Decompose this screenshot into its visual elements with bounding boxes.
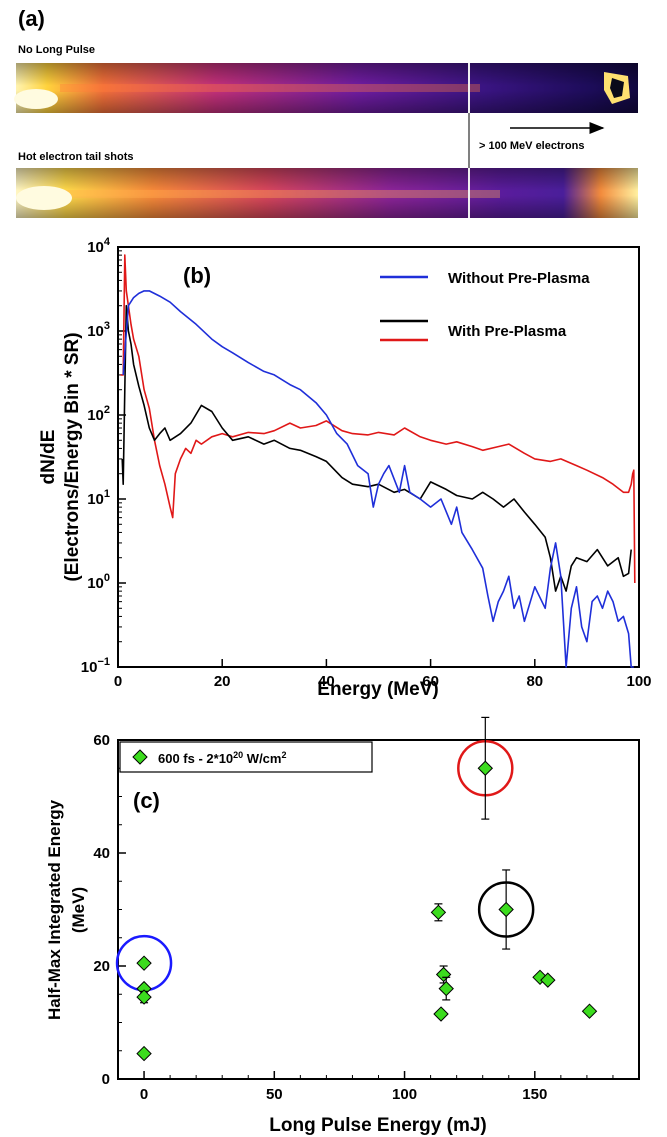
half-max-energy-chart: 0 50 100 150 0 20 40 60 600 fs - 2*1020 W/cm2 (…: [45, 716, 640, 1136]
y-tick-label-b: 10−1: [81, 656, 110, 676]
y-tick-label-b: 100: [87, 572, 110, 592]
legend-marker-c: [132, 749, 148, 765]
data-point: [540, 972, 556, 988]
x-tick-label-c: 0: [140, 1086, 148, 1103]
data-point: [136, 955, 152, 971]
y-axis-title-b-line1: dN/dE: [38, 430, 59, 485]
y-tick-label-c: 20: [93, 958, 110, 975]
data-point: [136, 989, 152, 1005]
y-tick-label-c: 40: [93, 845, 110, 862]
plot-frame-b: [117, 246, 640, 668]
y-tick-label-b: 102: [87, 404, 110, 424]
legend-label-c: 600 fs - 2*1020 W/cm2: [158, 750, 287, 766]
data-point: [581, 1003, 598, 1019]
x-axis-title-b: Energy (MeV): [317, 679, 438, 700]
y-tick-label-b: 104: [87, 236, 111, 256]
series-line-with-pre-plasma-black: [121, 304, 632, 592]
y-tick-label-c: 0: [102, 1071, 110, 1088]
panel-a-label: (a): [18, 6, 45, 31]
data-point: [435, 966, 452, 983]
x-tick-label-b: 100: [626, 673, 651, 690]
y-tick-label-b: 101: [87, 488, 110, 508]
y-axis-title-b-line2: (Electrons/Energy Bin * SR): [62, 332, 83, 581]
x-tick-label-c: 100: [392, 1086, 417, 1103]
data-point: [498, 901, 514, 918]
data-point: [136, 1045, 152, 1062]
data-point: [430, 904, 447, 921]
y-tick-label-b: 103: [87, 320, 110, 340]
strip2-label: Hot electron tail shots: [18, 151, 134, 163]
panel-c-label: (c): [133, 788, 160, 813]
x-tick-label-b: 0: [114, 673, 122, 690]
legend-label-with-pre-plasma: With Pre-Plasma: [448, 323, 567, 340]
panel-b-label: (b): [183, 263, 211, 288]
series-line-with-pre-plasma-red: [120, 254, 636, 584]
strip1-label: No Long Pulse: [18, 44, 95, 56]
x-tick-label-b: 20: [214, 673, 231, 690]
data-point: [438, 980, 454, 997]
x-tick-label-c: 50: [266, 1086, 283, 1103]
plot-frame-c: [117, 739, 640, 1080]
legend-label-without-pre-plasma: Without Pre-Plasma: [448, 270, 590, 287]
series-line-without-pre-plasma: [122, 290, 634, 668]
data-point: [477, 760, 494, 776]
x-tick-label-b: 80: [526, 673, 543, 690]
x-tick-label-b: 60: [422, 673, 439, 690]
energy-spectrum-chart: 0 20 40 60 80 100 104 103 102 101 100 10−1 (b) With…: [38, 236, 652, 700]
x-tick-label-b: 40: [318, 673, 335, 690]
y-axis-title-c-line2: (MeV): [69, 887, 88, 933]
detector-image-no-long-pulse: [14, 63, 638, 113]
x-tick-label-c: 150: [522, 1086, 547, 1103]
legend-box-c: [119, 741, 373, 773]
high-energy-indicator: > 100 MeV electrons: [479, 122, 605, 152]
legend-b: Without Pre-Plasma With Pre-Plasma: [380, 270, 590, 342]
legend-c: 600 fs - 2*1020 W/cm2: [119, 741, 373, 773]
y-axis-title-c-line1: Half-Max Integrated Energy: [45, 799, 64, 1020]
detector-image-hot-electron-tail: [16, 168, 638, 218]
y-tick-label-c: 60: [93, 732, 110, 749]
x-axis-title-c: Long Pulse Energy (mJ): [269, 1115, 486, 1136]
arrow-label: > 100 MeV electrons: [479, 140, 584, 152]
data-point: [433, 1006, 449, 1022]
